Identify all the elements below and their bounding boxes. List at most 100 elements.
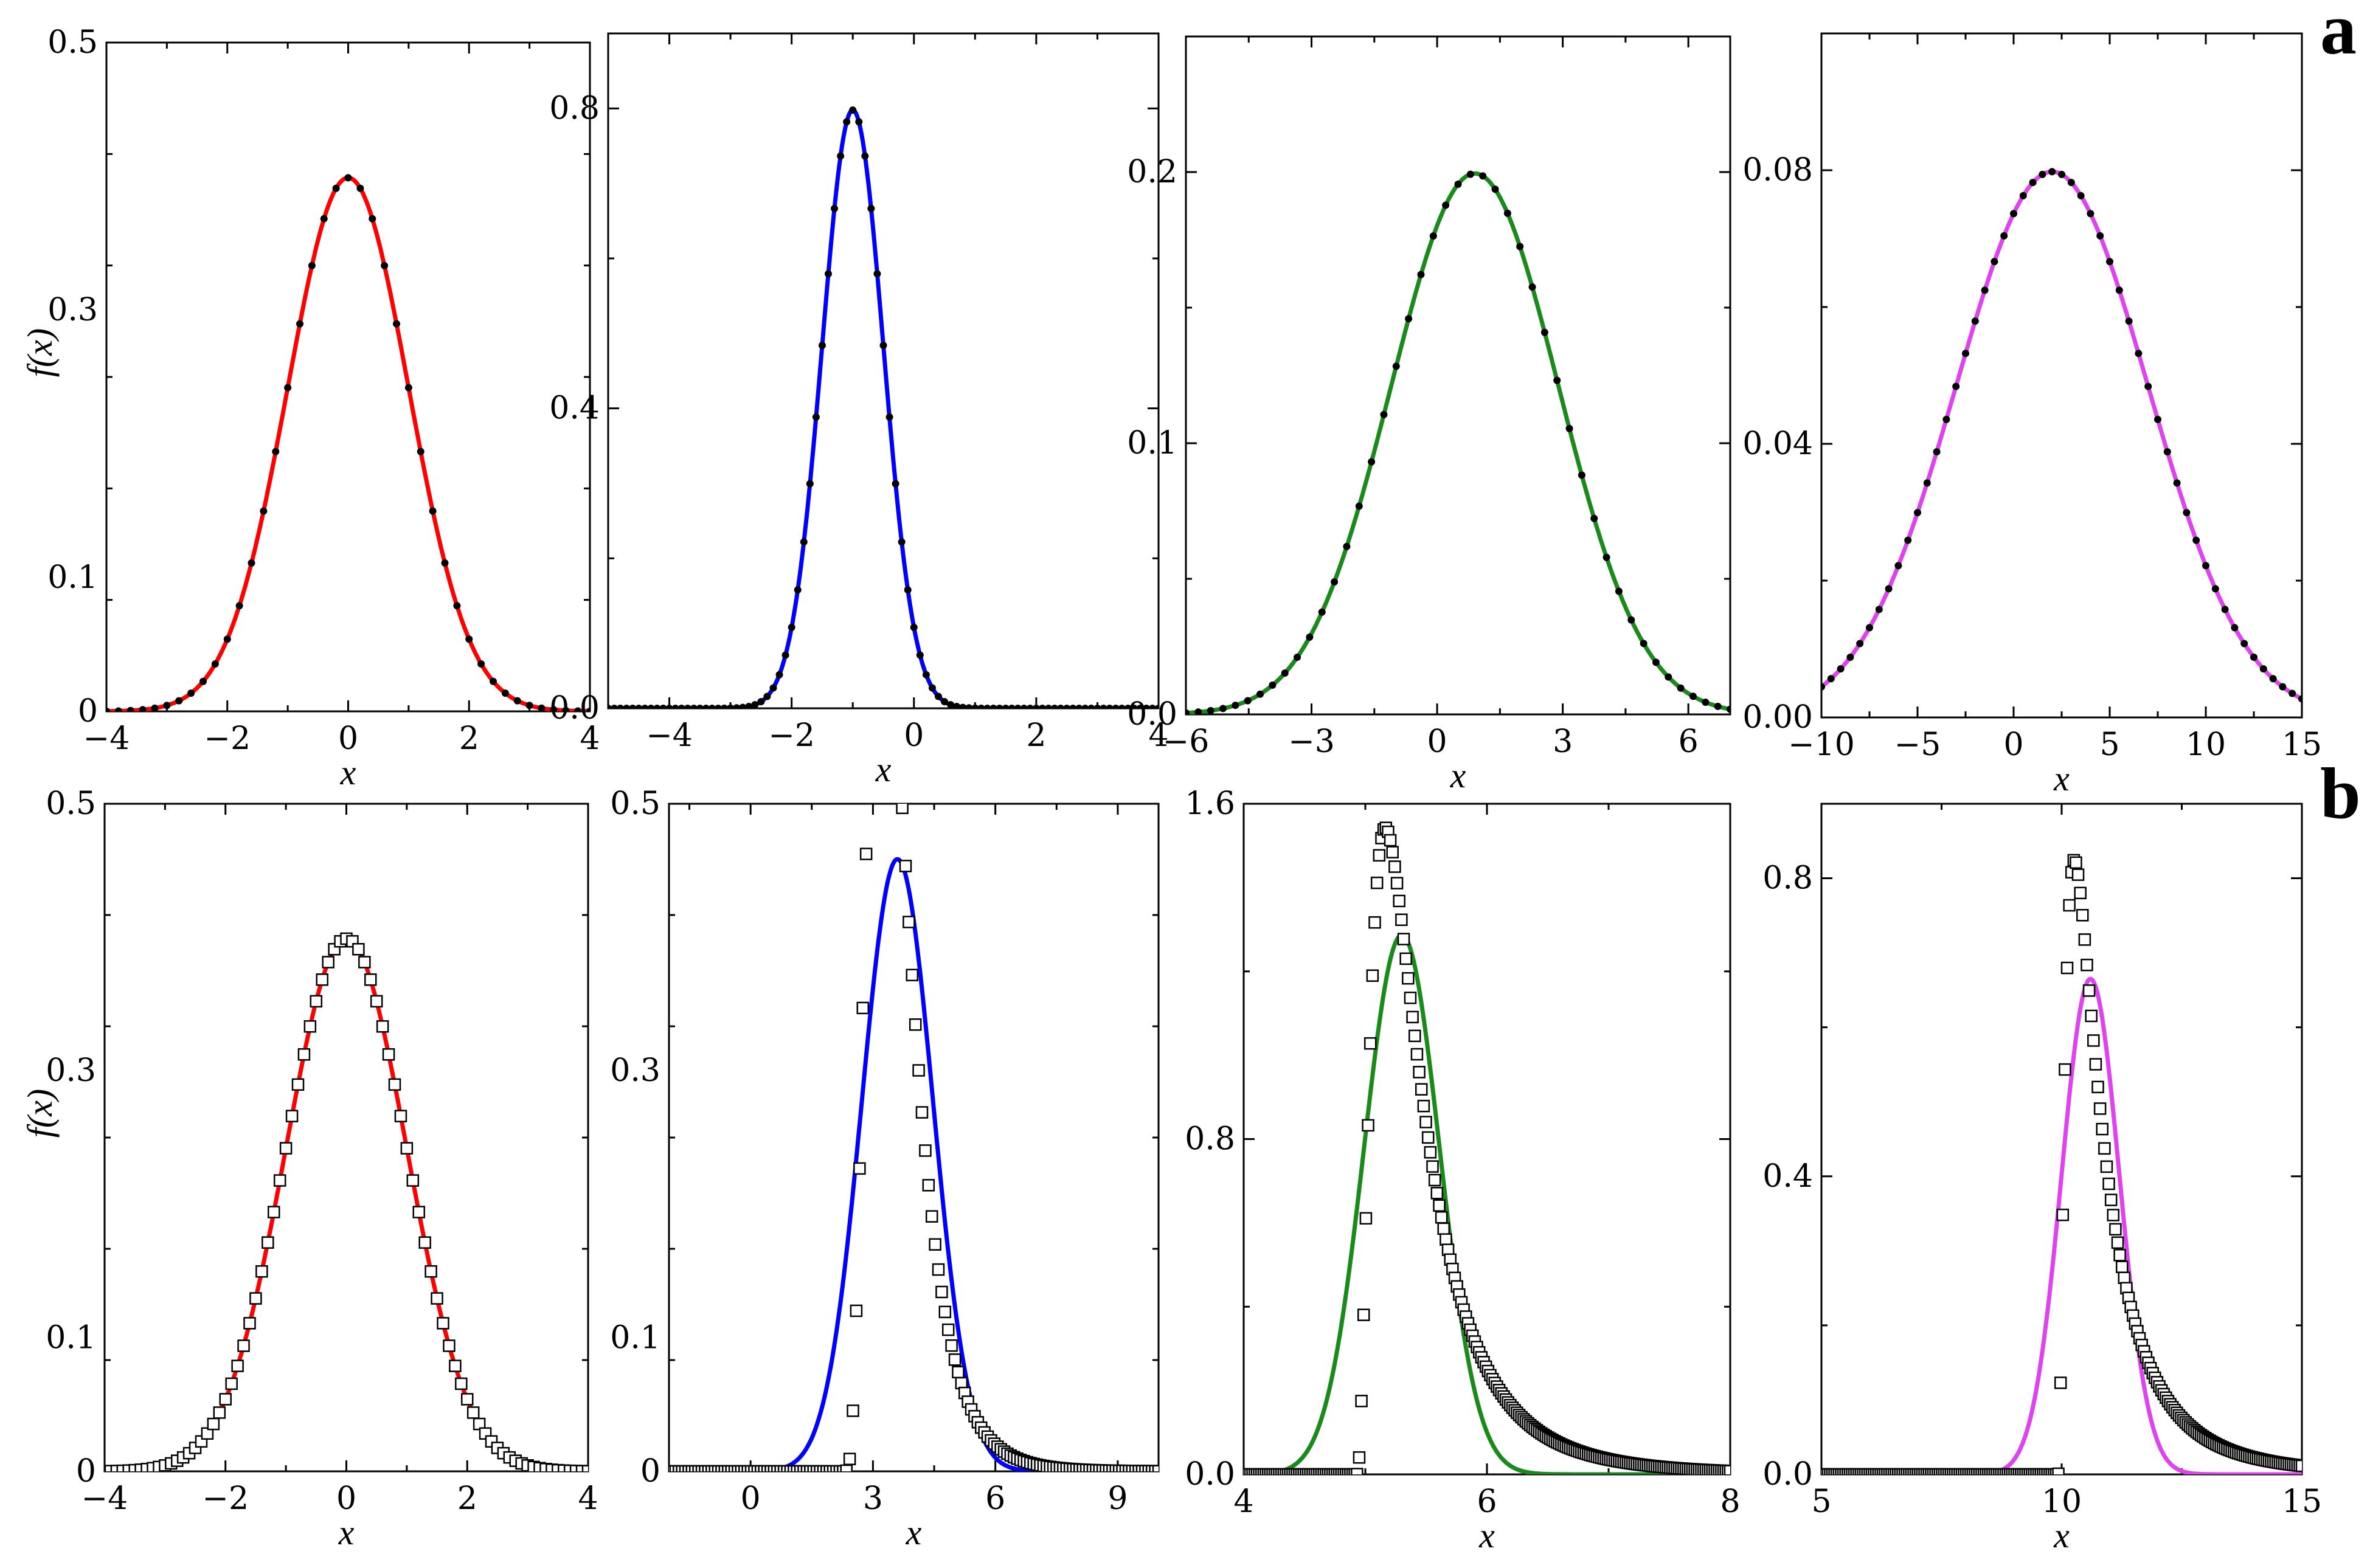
data-point [2076,909,2089,922]
data-point [818,342,826,350]
data-point [2082,984,2096,997]
data-point [453,602,461,610]
data-point [513,697,521,705]
data-point [721,704,729,708]
data-point [2173,479,2181,487]
y-tick-label: 0.4 [1762,1158,1813,1195]
data-point [877,528,888,539]
y-tick-label: 0.0 [549,690,600,727]
plot-area [1244,821,1730,1474]
data-point [586,707,590,711]
data-point [2081,958,2093,972]
data-point [1395,913,1408,927]
data-point [1397,933,1410,945]
x-tick-label: −5 [1894,727,1941,763]
x-tick-label: 2 [459,720,479,757]
data-point [2054,1376,2067,1389]
data-point [1008,705,1016,708]
data-point [2096,1122,2108,1136]
data-point [1112,705,1120,708]
y-tick-label: 0 [76,1453,96,1490]
fit-curve [608,108,1159,708]
data-point [2019,192,2027,199]
data-point [629,705,637,708]
y-tick-label: 0.0 [1762,1456,1813,1493]
data-point [381,261,389,269]
x-axis-label: x [338,1513,355,1552]
data-point [1440,1233,1452,1246]
data-point [847,1404,859,1417]
x-axis-label: x [1450,756,1466,795]
data-point [2192,536,2200,544]
x-tick-label: 0 [1427,724,1447,760]
data-point [1426,1160,1439,1173]
data-point [896,804,909,815]
plot-frame [1185,35,1731,716]
data-point [235,602,243,610]
data-point [2295,1459,2302,1473]
x-axis-label: x [1478,1516,1495,1555]
data-point [800,538,808,546]
data-point [2070,856,2082,869]
data-point [461,1393,474,1406]
x-tick-label: 6 [985,1480,1005,1517]
data-point [892,480,899,488]
chart-panels: −4 −2 0 2 400.10.30.5xf(x)−4 −2 0 2 40.00.40.8x−… [20,24,2322,1555]
data-point [279,1142,293,1155]
data-point [284,384,292,392]
data-point [1392,362,1400,370]
data-point [443,1339,456,1352]
x-tick-label: 15 [2282,1483,2322,1520]
data-point [449,1359,462,1372]
data-point [1038,705,1046,708]
data-point [364,973,377,986]
data-point [1294,654,1301,661]
data-point [1281,669,1289,677]
y-tick-label: 0.2 [1127,154,1177,190]
data-point [1652,658,1660,666]
data-point [928,684,936,692]
data-point [879,342,887,350]
data-point [702,704,710,708]
data-point [1269,681,1277,689]
data-point [1417,1099,1430,1113]
data-point [1410,1048,1424,1061]
data-point [404,384,412,392]
data-point [925,1210,938,1223]
data-point [1428,1173,1441,1187]
data-point [948,1353,962,1366]
data-point [268,1206,280,1218]
chart-b4: 5 10 15 0.0 0.4 0.8 x [1762,803,2322,1555]
data-point [2078,933,2091,946]
data-point [356,184,364,192]
data-point [2096,232,2104,240]
plot-frame [1820,803,2303,1476]
x-tick-label: −2 [204,720,251,757]
data-point [2071,868,2085,881]
data-point [1433,1199,1446,1212]
data-point [1491,185,1499,193]
data-point [1665,673,1672,681]
data-point [2102,1177,2115,1190]
data-point [788,623,795,631]
y-axis-label: f(x) [20,1089,60,1138]
data-point [867,205,875,213]
data-point [757,698,765,706]
data-point [1971,317,1979,325]
data-point [1421,1131,1435,1144]
data-point [1405,315,1413,323]
data-point [2074,886,2087,900]
y-tick-label: 0 [640,1453,660,1490]
chart-a1: −4 −2 0 2 4 0 0.1 0.3 0.5 x f(x) [20,24,600,792]
data-point [1702,698,1710,706]
y-tick-label: 0.0 [1185,1456,1235,1493]
data-point [671,705,679,708]
x-tick-label: 2 [457,1480,477,1517]
y-tick-label: 0.0 [1127,696,1177,733]
data-point [769,684,777,692]
data-point [1516,243,1524,250]
data-point [1331,578,1339,586]
data-point [525,702,533,710]
plot-area [1821,168,2302,703]
data-point [562,706,570,711]
